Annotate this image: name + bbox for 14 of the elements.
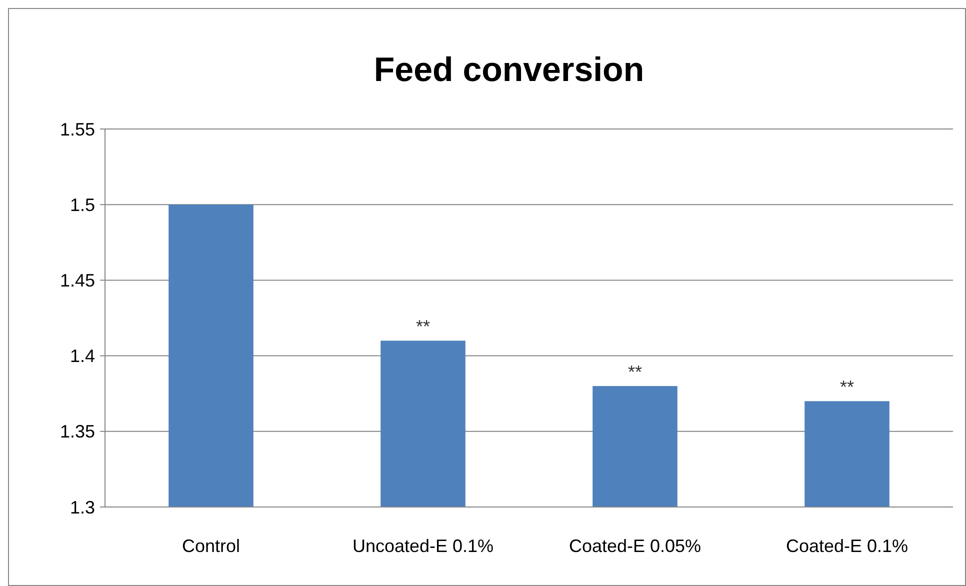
- chart-title: Feed conversion: [374, 51, 644, 89]
- x-tick-label: Coated-E 0.05%: [568, 536, 702, 556]
- annotation: **: [840, 377, 854, 398]
- x-tick-label: Uncoated-E 0.1%: [352, 536, 494, 556]
- y-tick-label: 1.4: [70, 346, 95, 366]
- y-tick-label: 1.35: [60, 422, 95, 442]
- x-tick-label: Control: [182, 536, 240, 556]
- annotation: **: [628, 362, 642, 382]
- y-tick-label: 1.45: [60, 270, 95, 290]
- annotation: **: [416, 316, 430, 337]
- y-tick-label: 1.3: [70, 497, 95, 518]
- y-tick-label: 1.5: [70, 194, 95, 215]
- x-tick-label: Coated-E 0.1%: [786, 536, 908, 556]
- y-tick-label: 1.55: [60, 119, 95, 140]
